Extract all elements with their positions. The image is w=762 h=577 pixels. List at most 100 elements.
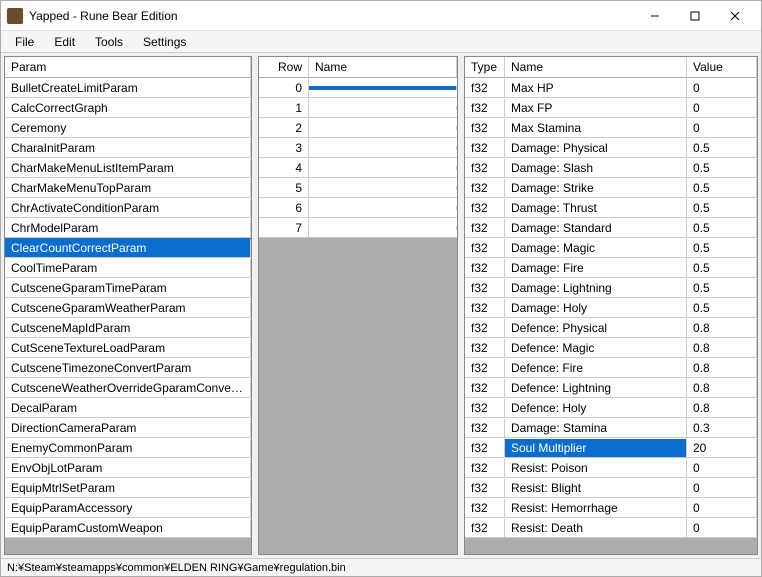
param-cell[interactable]: CoolTimeParam (5, 259, 251, 277)
row-number-cell[interactable]: 6 (259, 199, 309, 217)
close-button[interactable] (715, 1, 755, 31)
field-row[interactable]: f32Damage: Stamina0.3 (465, 418, 757, 438)
row-number-cell[interactable]: 3 (259, 139, 309, 157)
row-name-cell[interactable] (309, 146, 457, 150)
field-type-cell[interactable]: f32 (465, 319, 505, 337)
row-item[interactable]: 0 (259, 78, 457, 98)
row-name-cell[interactable] (309, 126, 457, 130)
param-row[interactable]: DecalParam (5, 398, 251, 418)
field-name-cell[interactable]: Soul Multiplier (505, 439, 687, 457)
field-value-cell[interactable]: 0.8 (687, 379, 757, 397)
row-header-row[interactable]: Row (259, 57, 309, 77)
field-name-cell[interactable]: Resist: Death (505, 519, 687, 537)
param-cell[interactable]: ChrActivateConditionParam (5, 199, 251, 217)
field-value-cell[interactable]: 0.5 (687, 259, 757, 277)
field-type-cell[interactable]: f32 (465, 479, 505, 497)
field-row[interactable]: f32Damage: Thrust0.5 (465, 198, 757, 218)
field-value-cell[interactable]: 0.8 (687, 359, 757, 377)
field-name-cell[interactable]: Damage: Slash (505, 159, 687, 177)
field-row[interactable]: f32Max HP0 (465, 78, 757, 98)
field-type-cell[interactable]: f32 (465, 359, 505, 377)
field-name-cell[interactable]: Max HP (505, 79, 687, 97)
field-type-cell[interactable]: f32 (465, 439, 505, 457)
field-name-cell[interactable]: Max Stamina (505, 119, 687, 137)
param-row[interactable]: ChrActivateConditionParam (5, 198, 251, 218)
field-type-cell[interactable]: f32 (465, 159, 505, 177)
row-item[interactable]: 2 (259, 118, 457, 138)
field-type-cell[interactable]: f32 (465, 99, 505, 117)
field-type-cell[interactable]: f32 (465, 519, 505, 537)
param-row[interactable]: CalcCorrectGraph (5, 98, 251, 118)
row-number-cell[interactable]: 4 (259, 159, 309, 177)
field-type-cell[interactable]: f32 (465, 379, 505, 397)
param-row[interactable]: ChrModelParam (5, 218, 251, 238)
field-header-name[interactable]: Name (505, 57, 687, 77)
field-name-cell[interactable]: Damage: Strike (505, 179, 687, 197)
param-row[interactable]: CoolTimeParam (5, 258, 251, 278)
param-cell[interactable]: CutsceneTimezoneConvertParam (5, 359, 251, 377)
field-type-cell[interactable]: f32 (465, 199, 505, 217)
param-row[interactable]: DirectionCameraParam (5, 418, 251, 438)
field-row[interactable]: f32Damage: Physical0.5 (465, 138, 757, 158)
param-cell[interactable]: EnvObjLotParam (5, 459, 251, 477)
row-item[interactable]: 5 (259, 178, 457, 198)
field-header-value[interactable]: Value (687, 57, 757, 77)
field-value-cell[interactable]: 0 (687, 119, 757, 137)
param-cell[interactable]: BulletCreateLimitParam (5, 79, 251, 97)
field-value-cell[interactable]: 0.5 (687, 179, 757, 197)
field-value-cell[interactable]: 0 (687, 479, 757, 497)
param-row[interactable]: CharMakeMenuTopParam (5, 178, 251, 198)
param-row[interactable]: CutsceneGparamTimeParam (5, 278, 251, 298)
row-name-cell[interactable] (309, 186, 457, 190)
field-type-cell[interactable]: f32 (465, 339, 505, 357)
param-cell[interactable]: CharaInitParam (5, 139, 251, 157)
maximize-button[interactable] (675, 1, 715, 31)
field-row[interactable]: f32Resist: Blight0 (465, 478, 757, 498)
field-name-cell[interactable]: Resist: Poison (505, 459, 687, 477)
field-list[interactable]: f32Max HP0f32Max FP0f32Max Stamina0f32Da… (465, 78, 757, 554)
param-cell[interactable]: CutSceneTextureLoadParam (5, 339, 251, 357)
field-value-cell[interactable]: 0 (687, 499, 757, 517)
field-row[interactable]: f32Damage: Slash0.5 (465, 158, 757, 178)
row-number-cell[interactable]: 5 (259, 179, 309, 197)
field-value-cell[interactable]: 0.5 (687, 159, 757, 177)
field-type-cell[interactable]: f32 (465, 399, 505, 417)
param-cell[interactable]: Ceremony (5, 119, 251, 137)
param-cell[interactable]: CutsceneMapIdParam (5, 319, 251, 337)
param-row[interactable]: CutsceneTimezoneConvertParam (5, 358, 251, 378)
param-cell[interactable]: CutsceneWeatherOverrideGparamConvert... (5, 379, 251, 397)
field-row[interactable]: f32Damage: Holy0.5 (465, 298, 757, 318)
field-row[interactable]: f32Max FP0 (465, 98, 757, 118)
field-value-cell[interactable]: 0.5 (687, 299, 757, 317)
param-cell[interactable]: EquipParamAccessory (5, 499, 251, 517)
field-name-cell[interactable]: Defence: Fire (505, 359, 687, 377)
field-name-cell[interactable]: Max FP (505, 99, 687, 117)
field-value-cell[interactable]: 0.3 (687, 419, 757, 437)
field-name-cell[interactable]: Resist: Hemorrhage (505, 499, 687, 517)
menu-file[interactable]: File (5, 33, 44, 51)
field-row[interactable]: f32Defence: Magic0.8 (465, 338, 757, 358)
row-number-cell[interactable]: 1 (259, 99, 309, 117)
field-name-cell[interactable]: Defence: Physical (505, 319, 687, 337)
row-item[interactable]: 3 (259, 138, 457, 158)
field-value-cell[interactable]: 20 (687, 439, 757, 457)
param-cell[interactable]: CharMakeMenuTopParam (5, 179, 251, 197)
field-value-cell[interactable]: 0.5 (687, 199, 757, 217)
field-type-cell[interactable]: f32 (465, 219, 505, 237)
field-name-cell[interactable]: Damage: Thrust (505, 199, 687, 217)
param-cell[interactable]: DecalParam (5, 399, 251, 417)
field-value-cell[interactable]: 0.5 (687, 239, 757, 257)
field-type-cell[interactable]: f32 (465, 299, 505, 317)
field-type-cell[interactable]: f32 (465, 259, 505, 277)
field-name-cell[interactable]: Damage: Standard (505, 219, 687, 237)
field-name-cell[interactable]: Damage: Lightning (505, 279, 687, 297)
param-row[interactable]: CharaInitParam (5, 138, 251, 158)
param-list[interactable]: BulletCreateLimitParamCalcCorrectGraphCe… (5, 78, 251, 554)
row-item[interactable]: 4 (259, 158, 457, 178)
param-cell[interactable]: CharMakeMenuListItemParam (5, 159, 251, 177)
param-row[interactable]: CutsceneMapIdParam (5, 318, 251, 338)
param-row[interactable]: EquipParamCustomWeapon (5, 518, 251, 538)
row-item[interactable]: 1 (259, 98, 457, 118)
param-cell[interactable]: ChrModelParam (5, 219, 251, 237)
field-row[interactable]: f32Soul Multiplier20 (465, 438, 757, 458)
